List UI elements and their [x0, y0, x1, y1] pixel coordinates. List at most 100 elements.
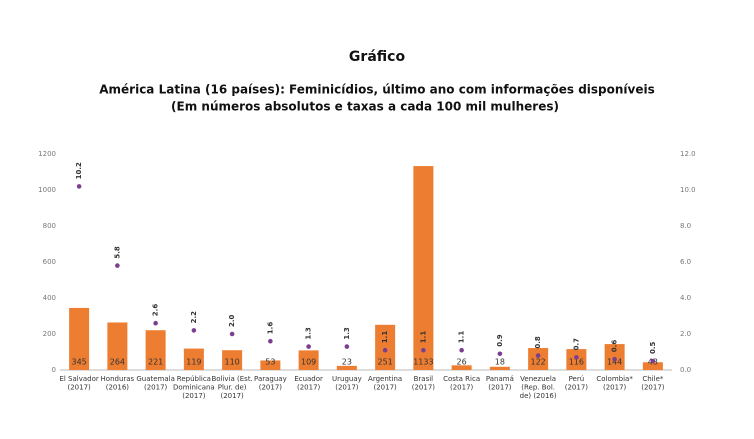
rate-dot: [115, 263, 120, 268]
x-tick-label: Bolivia (Est.: [211, 375, 252, 383]
rate-dot: [191, 328, 197, 333]
x-tick-label: (2017): [565, 384, 589, 392]
bar-label: 18: [495, 358, 505, 367]
bar: [642, 362, 663, 370]
x-tick-label: (2017): [259, 384, 283, 392]
x-tick-label: República: [177, 375, 211, 383]
rate-dot: [344, 344, 350, 349]
rate-dot: [421, 347, 426, 353]
rate-dot: [535, 353, 541, 358]
rate-label: 2.2: [190, 311, 198, 324]
x-tick-label: Ecuador: [294, 375, 323, 383]
rate-label: 0.6: [611, 340, 619, 353]
y-tick-label: 200: [43, 330, 56, 338]
rate-dot: [382, 347, 388, 353]
x-tick-label: Brasil: [414, 375, 434, 383]
y-tick-label: 800: [43, 222, 56, 230]
bar-label: 116: [569, 358, 584, 367]
bar-label: 109: [301, 358, 316, 367]
bar-label: 264: [110, 358, 125, 367]
x-tick-label: (2017): [182, 392, 206, 400]
x-tick-label: Costa Rica: [443, 375, 480, 383]
y-tick-label: 600: [43, 258, 56, 266]
rate-dot: [574, 355, 579, 360]
x-tick-label: de) (2016): [520, 392, 557, 400]
rate-label: 2.0: [228, 314, 236, 327]
rate-label: 2.6: [152, 304, 160, 317]
rate-dot: [612, 356, 617, 362]
chart-subtitle: (Em números absolutos e taxas a cada 100…: [171, 100, 559, 114]
x-tick-label: Venezuela: [520, 375, 556, 383]
x-tick-label: Perú: [569, 375, 585, 383]
bar: [413, 166, 434, 370]
rate-label: 10.2: [75, 162, 83, 179]
rate-dot: [229, 331, 235, 337]
rate-label: 0.7: [572, 338, 580, 351]
y2-tick-label: 8.0: [680, 222, 691, 230]
rate-label: 1.1: [458, 331, 466, 344]
bar: [145, 330, 166, 370]
rate-label: 1.1: [419, 331, 427, 344]
bar: [222, 350, 243, 370]
x-tick-label: (2017): [488, 384, 512, 392]
rate-label: 0.5: [649, 341, 657, 354]
x-tick-label: (Rep. Bol.: [521, 384, 555, 392]
y2-tick-label: 0.0: [680, 366, 691, 374]
bar-label: 345: [71, 358, 86, 367]
x-tick-label: (2016): [106, 384, 130, 392]
x-tick-label: Colombia*: [596, 375, 633, 383]
y2-tick-label: 10.0: [680, 186, 696, 194]
bar: [183, 348, 204, 370]
x-tick-label: Paraguay: [254, 375, 287, 383]
y-tick-label: 1200: [38, 150, 56, 158]
x-tick-label: Plur. de): [218, 384, 247, 392]
y-tick-label: 1000: [38, 186, 56, 194]
rate-dot: [497, 351, 503, 357]
x-tick-label: (2017): [297, 384, 321, 392]
bar-label: 26: [457, 358, 467, 367]
rate-dot: [76, 184, 82, 189]
rate-label: 5.8: [113, 246, 121, 259]
x-tick-label: (2017): [220, 392, 244, 400]
rate-label: 1.1: [381, 331, 389, 344]
bar: [107, 322, 128, 370]
x-tick-label: El Salvador: [59, 375, 98, 383]
rate-dot: [153, 320, 158, 326]
rate-dot: [306, 344, 311, 349]
bar: [69, 307, 90, 370]
x-tick-label: Uruguay: [332, 375, 362, 383]
bar-label: 53: [265, 358, 275, 367]
x-tick-label: (2017): [450, 384, 474, 392]
rate-dot: [459, 347, 464, 353]
y2-tick-label: 2.0: [680, 330, 691, 338]
x-tick-label: (2017): [67, 384, 91, 392]
rate-dot: [650, 358, 656, 364]
x-tick-label: Chile*: [642, 375, 664, 383]
x-tick-label: Honduras: [101, 375, 135, 383]
x-tick-label: (2017): [373, 384, 397, 392]
bar-label: 251: [377, 358, 392, 367]
bar: [451, 365, 472, 370]
bar: [298, 350, 319, 370]
bar-label: 119: [186, 358, 201, 367]
bar-label: 144: [607, 358, 622, 367]
y2-tick-label: 12.0: [680, 150, 696, 158]
y2-tick-label: 4.0: [680, 294, 691, 302]
bar-label: 23: [342, 358, 352, 367]
chart-subtitle: América Latina (16 países): Feminicídios…: [99, 83, 655, 97]
bar: [489, 366, 510, 370]
x-tick-label: (2017): [603, 384, 627, 392]
x-tick-label: Guatemala: [136, 375, 175, 383]
bar: [336, 365, 357, 370]
bar: [260, 360, 281, 370]
rate-label: 1.6: [266, 322, 274, 335]
x-tick-label: Dominicana: [173, 384, 215, 392]
x-tick-label: (2017): [144, 384, 168, 392]
rate-label: 1.3: [305, 327, 313, 340]
rate-label: 0.9: [496, 334, 504, 347]
y-tick-label: 400: [43, 294, 56, 302]
x-tick-label: Panamá: [486, 375, 514, 383]
bar-label: 122: [530, 358, 545, 367]
rate-label: 1.3: [343, 327, 351, 340]
